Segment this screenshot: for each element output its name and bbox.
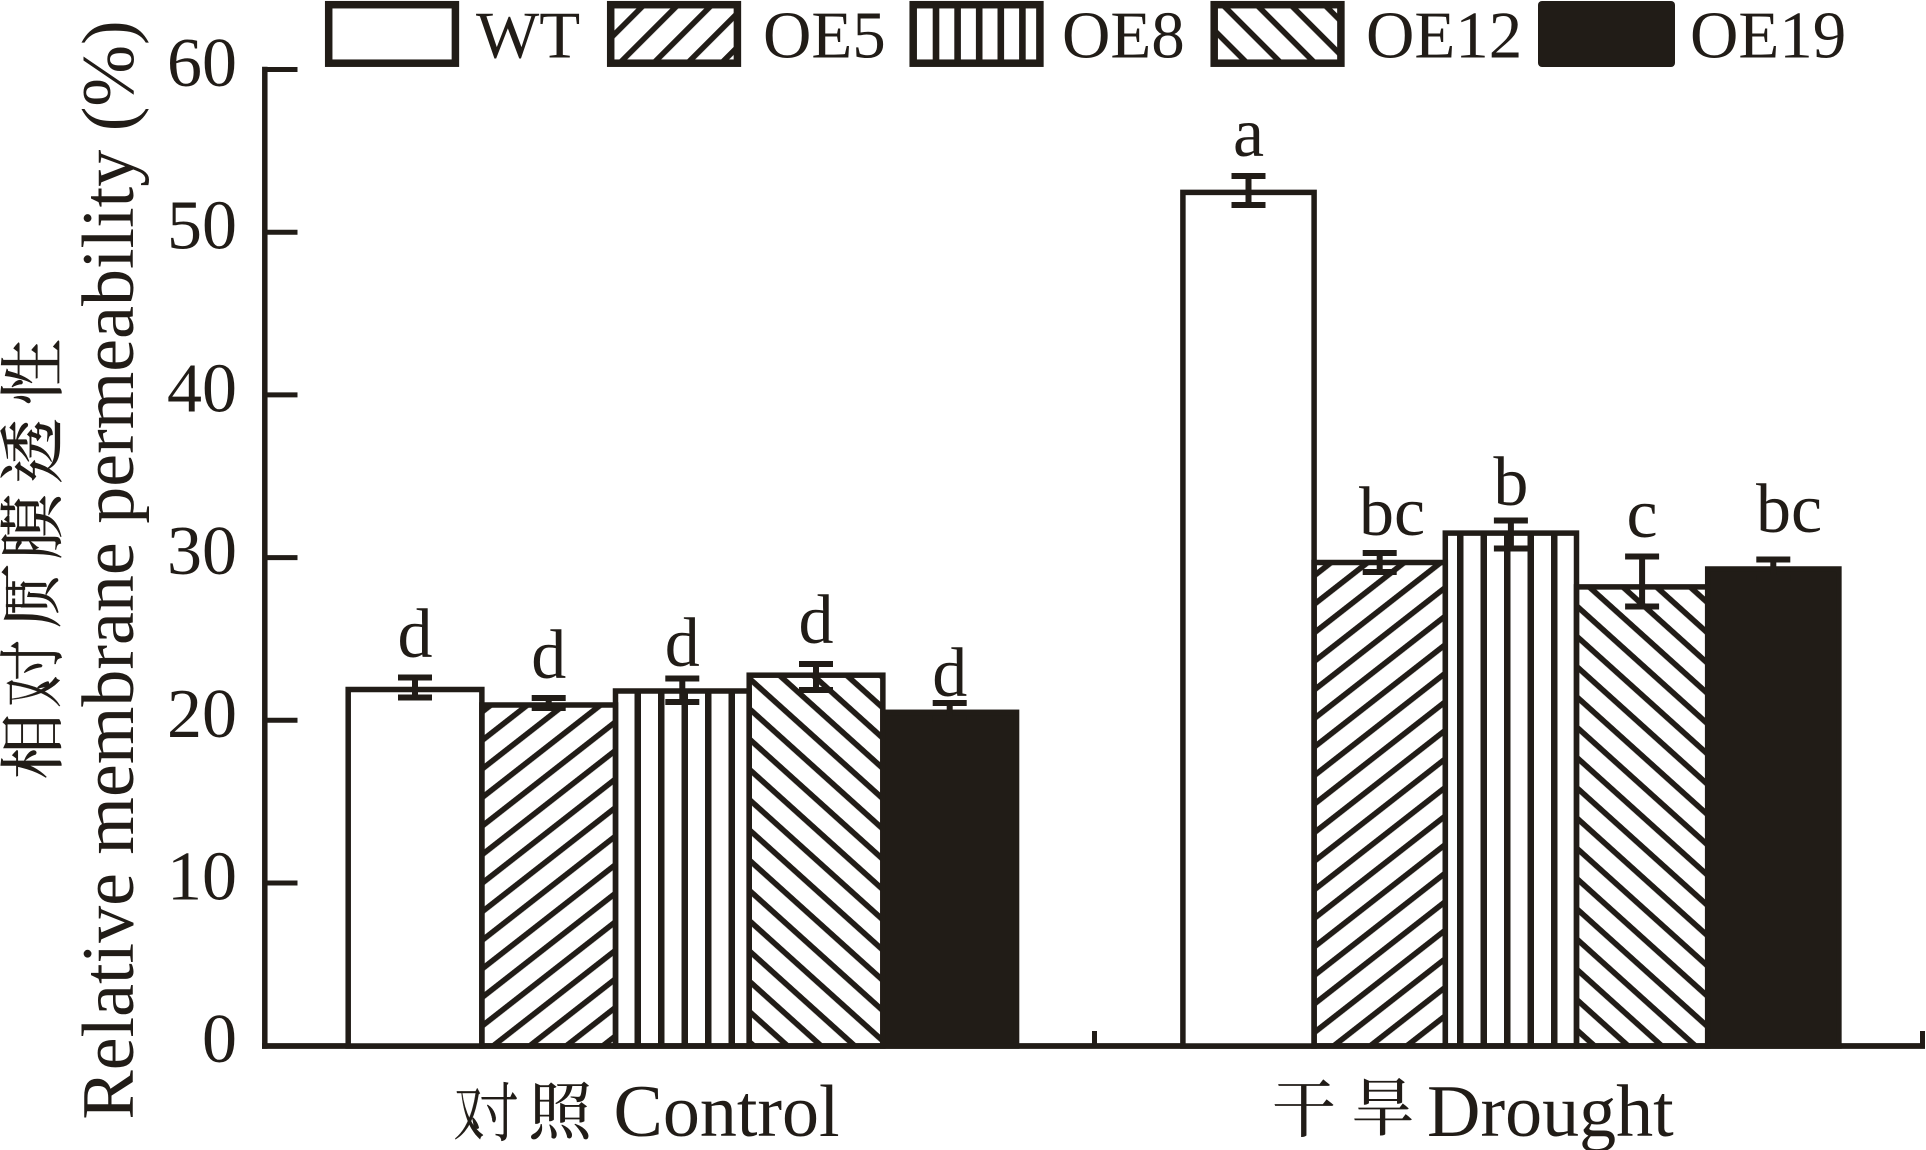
svg-text:OE19: OE19 [1690, 0, 1846, 73]
svg-text:bc: bc [1756, 471, 1822, 548]
svg-text:c: c [1627, 476, 1658, 553]
svg-text:OE12: OE12 [1366, 0, 1522, 73]
svg-text:WT: WT [476, 0, 580, 73]
svg-text:d: d [799, 582, 834, 659]
svg-text:Relative membrane permeability: Relative membrane permeability (%) [68, 20, 150, 1119]
svg-text:50: 50 [167, 188, 237, 265]
svg-text:d: d [932, 635, 967, 712]
svg-text:bc: bc [1359, 474, 1425, 551]
svg-text:b: b [1493, 444, 1528, 521]
svg-text:20: 20 [167, 676, 237, 753]
svg-text:60: 60 [167, 25, 237, 102]
svg-text:Control: Control [614, 1071, 840, 1150]
svg-text:OE5: OE5 [763, 0, 886, 73]
svg-text:40: 40 [167, 350, 237, 427]
svg-text:a: a [1233, 95, 1264, 172]
svg-text:Drought: Drought [1427, 1071, 1674, 1150]
svg-text:d: d [398, 596, 433, 673]
svg-text:OE8: OE8 [1062, 0, 1185, 73]
svg-text:d: d [531, 617, 566, 694]
svg-text:0: 0 [202, 1001, 237, 1078]
svg-text:10: 10 [167, 839, 237, 916]
svg-text:d: d [665, 605, 700, 682]
svg-text:30: 30 [167, 513, 237, 590]
